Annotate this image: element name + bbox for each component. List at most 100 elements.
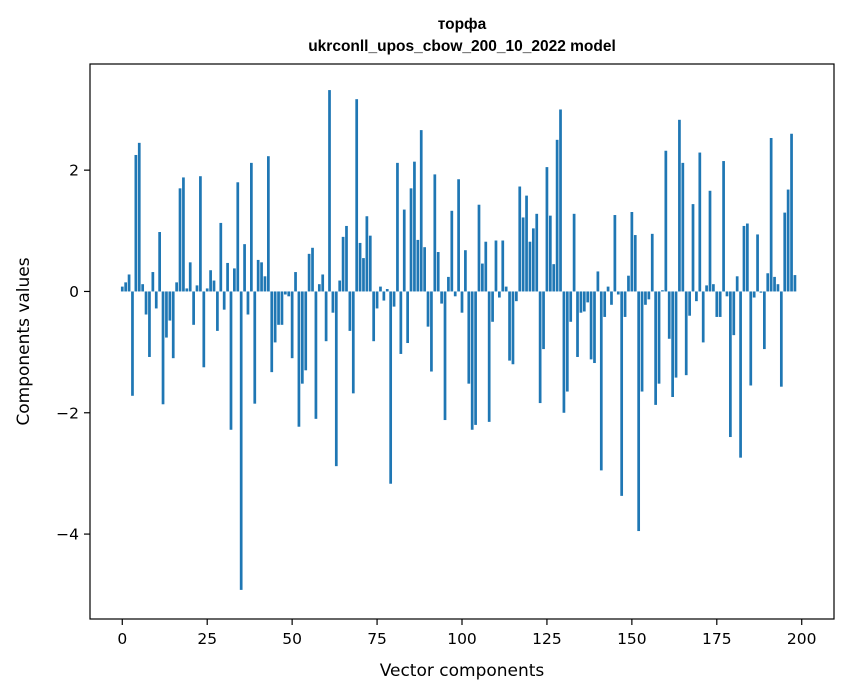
bar-105 <box>477 204 481 292</box>
bar-138 <box>589 291 593 360</box>
bar-41 <box>260 262 263 292</box>
bar-175 <box>715 291 719 317</box>
bar-176 <box>718 291 722 317</box>
bar-14 <box>168 291 172 321</box>
bar-132 <box>569 291 573 322</box>
bar-3 <box>131 291 134 396</box>
bar-113 <box>504 286 508 292</box>
bar-90 <box>426 291 430 327</box>
bar-120 <box>528 241 532 292</box>
bar-61 <box>328 90 331 292</box>
bar-58 <box>317 284 321 292</box>
chart-title: торфа <box>438 16 487 33</box>
bar-37 <box>246 291 250 315</box>
bar-36 <box>243 244 246 292</box>
bar-179 <box>729 291 732 438</box>
bar-180 <box>732 291 736 336</box>
bar-57 <box>314 291 318 419</box>
bar-13 <box>165 291 168 338</box>
bar-96 <box>447 276 450 292</box>
bar-66 <box>345 225 348 292</box>
bar-174 <box>712 284 715 292</box>
x-axis-label: Vector components <box>380 661 545 681</box>
bar-137 <box>586 291 590 303</box>
bar-23 <box>199 176 202 292</box>
bar-195 <box>783 212 787 292</box>
x-tick-label: 100 <box>447 630 477 648</box>
x-tick-label: 175 <box>702 630 732 648</box>
bar-115 <box>511 291 515 365</box>
bar-92 <box>433 174 437 292</box>
bar-145 <box>613 215 617 292</box>
bar-42 <box>263 276 267 292</box>
bar-76 <box>379 286 382 292</box>
bar-131 <box>565 291 569 392</box>
bar-107 <box>484 241 488 292</box>
bar-69 <box>355 99 359 292</box>
bar-110 <box>494 240 498 292</box>
bar-111 <box>498 291 501 298</box>
bar-97 <box>450 210 454 292</box>
bar-149 <box>627 275 630 292</box>
y-tick-label: −2 <box>56 404 79 422</box>
bar-121 <box>531 228 535 292</box>
bar-91 <box>430 291 433 372</box>
bar-143 <box>606 286 610 292</box>
bar-106 <box>481 263 484 292</box>
bar-59 <box>321 274 325 292</box>
bar-68 <box>351 291 355 394</box>
bar-192 <box>773 276 776 292</box>
bar-34 <box>236 182 240 292</box>
bar-163 <box>674 291 678 378</box>
bar-150 <box>630 212 634 292</box>
bar-154 <box>644 291 647 305</box>
plot-area-frame <box>89 63 835 620</box>
x-tick-label: 125 <box>532 630 562 648</box>
bar-93 <box>436 252 440 292</box>
bar-55 <box>307 253 311 292</box>
bar-71 <box>362 258 365 292</box>
bar-182 <box>739 291 742 458</box>
bar-169 <box>695 291 698 302</box>
bar-40 <box>256 259 260 292</box>
bar-128 <box>555 139 559 292</box>
bar-4 <box>134 154 138 292</box>
bar-31 <box>226 262 229 292</box>
bar-17 <box>178 188 182 292</box>
bar-48 <box>283 291 287 295</box>
bar-2 <box>127 274 131 292</box>
bar-80 <box>392 291 396 307</box>
bar-188 <box>759 291 763 293</box>
x-tick-label: 150 <box>617 630 647 648</box>
bar-53 <box>300 291 304 384</box>
bar-142 <box>603 291 607 317</box>
bar-30 <box>222 291 226 310</box>
bar-196 <box>786 189 790 292</box>
bar-18 <box>182 177 185 292</box>
bar-1 <box>124 282 128 292</box>
bar-83 <box>402 209 406 292</box>
bar-39 <box>253 291 257 404</box>
bar-177 <box>722 161 725 292</box>
bar-75 <box>375 291 379 309</box>
bar-12 <box>161 291 165 405</box>
bar-152 <box>637 291 641 532</box>
bar-168 <box>691 204 695 292</box>
bar-25 <box>205 288 209 292</box>
bar-20 <box>188 262 192 292</box>
bar-190 <box>766 273 770 292</box>
bar-88 <box>419 130 423 292</box>
bar-112 <box>501 240 505 292</box>
bar-173 <box>708 190 712 292</box>
bar-45 <box>273 291 277 343</box>
bar-161 <box>667 291 671 339</box>
bar-99 <box>457 179 460 292</box>
bar-82 <box>399 291 403 354</box>
bar-62 <box>331 291 335 313</box>
bar-125 <box>545 167 549 292</box>
bar-24 <box>202 291 206 368</box>
bar-19 <box>185 288 189 292</box>
bar-79 <box>389 291 393 484</box>
bar-series <box>120 90 797 590</box>
bar-109 <box>491 291 494 322</box>
